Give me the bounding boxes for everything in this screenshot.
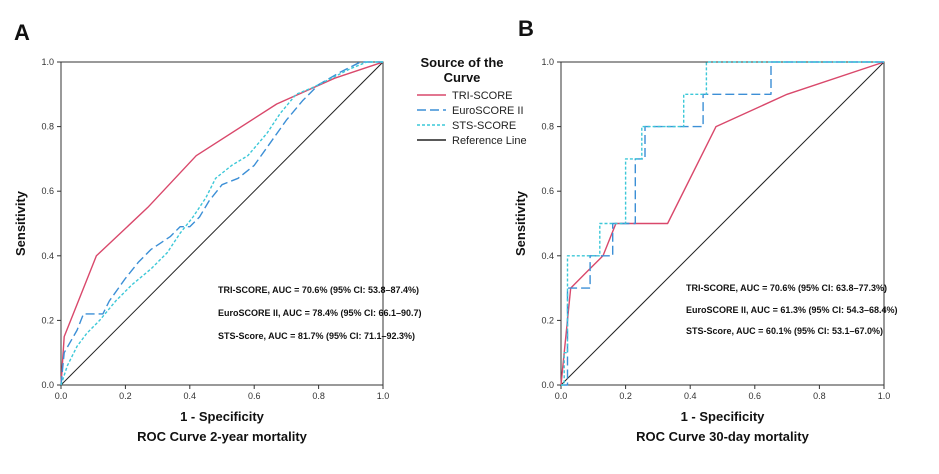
y-tick-label: 0.0: [41, 380, 54, 390]
y-tick-label: 0.0: [541, 380, 554, 390]
series-line-tri-score: [60, 61, 384, 386]
y-tick-label: 0.8: [541, 122, 554, 132]
series-group-b: [560, 61, 885, 386]
legend-items: TRI-SCORE EuroSCORE II STS-SCORE Reference …: [417, 90, 527, 147]
series-line-sts-score: [561, 61, 884, 386]
reference-line-a: [60, 61, 384, 386]
legend-label-sts-score: STS-SCORE: [452, 120, 516, 132]
panel-letter-a: A: [14, 20, 30, 45]
reference-line-b: [560, 61, 885, 386]
auc-annotation-a-sts: STS-Score, AUC = 81.7% (95% CI: 71.1–92.…: [218, 331, 415, 341]
y-axis-title-a: Sensitivity: [13, 190, 28, 256]
y-ticks-a: 0.0 0.2 0.4 0.6 0.8 1.0: [41, 57, 61, 390]
series-line-euroscore-ii: [561, 61, 884, 386]
x-tick-label: 0.8: [312, 391, 325, 401]
chart-title-a: ROC Curve 2-year mortality: [137, 429, 308, 444]
legend-label-euroscore-ii: EuroSCORE II: [452, 105, 524, 117]
x-tick-label: 0.2: [619, 391, 632, 401]
x-tick-label: 0.6: [248, 391, 261, 401]
y-tick-label: 1.0: [541, 57, 554, 67]
x-tick-label: 0.0: [55, 391, 68, 401]
panel-letter-b: B: [518, 16, 534, 41]
x-axis-title-b: 1 - Specificity: [681, 409, 766, 424]
series-group-a: [60, 61, 384, 386]
x-tick-label: 0.2: [119, 391, 132, 401]
chart-panel-a: 0.0 0.2 0.4 0.6 0.8 1.0 0.0 0.2 0.4 0.6 0.8 1.0 Se…: [13, 57, 422, 444]
y-tick-label: 0.2: [41, 315, 54, 325]
x-axis-title-a: 1 - Specificity: [180, 409, 265, 424]
legend: Source of the Curve TRI-SCORE EuroSCORE I…: [417, 55, 527, 147]
x-tick-label: 1.0: [377, 391, 390, 401]
auc-annotation-b-tri: TRI-SCORE, AUC = 70.6% (95% CI: 63.8–77.…: [686, 283, 887, 293]
y-tick-label: 0.6: [41, 186, 54, 196]
y-tick-label: 0.4: [541, 251, 554, 261]
x-ticks-a: 0.0 0.2 0.4 0.6 0.8 1.0: [55, 385, 390, 401]
y-ticks-b: 0.0 0.2 0.4 0.6 0.8 1.0: [541, 57, 561, 390]
y-tick-label: 1.0: [41, 57, 54, 67]
x-tick-label: 0.0: [555, 391, 568, 401]
y-axis-title-b: Sensitivity: [513, 190, 528, 256]
series-line-sts-score: [60, 61, 383, 386]
x-tick-label: 0.8: [813, 391, 826, 401]
plot-frame-a: [60, 61, 384, 386]
legend-title-line2: Curve: [444, 70, 481, 85]
auc-annotation-b-euro: EuroSCORE II, AUC = 61.3% (95% CI: 54.3–…: [686, 305, 898, 315]
legend-title-line1: Source of the: [420, 55, 503, 70]
plot-frame-b: [560, 61, 885, 386]
auc-annotation-a-tri: TRI-SCORE, AUC = 70.6% (95% CI: 53.8–87.…: [218, 285, 419, 295]
y-tick-label: 0.8: [41, 122, 54, 132]
chart-panel-b: 0.0 0.2 0.4 0.6 0.8 1.0 0.0 0.2 0.4 0.6 0.8 1.0 Se…: [513, 57, 898, 444]
x-tick-label: 0.4: [684, 391, 697, 401]
x-ticks-b: 0.0 0.2 0.4 0.6 0.8 1.0: [555, 385, 891, 401]
series-line-euroscore-ii: [60, 61, 383, 386]
x-tick-label: 0.4: [184, 391, 197, 401]
auc-annotation-b-sts: STS-Score, AUC = 60.1% (95% CI: 53.1–67.…: [686, 326, 883, 336]
legend-label-tri-score: TRI-SCORE: [452, 90, 513, 102]
legend-label-reference-line: Reference Line: [452, 135, 527, 147]
y-tick-label: 0.6: [541, 186, 554, 196]
x-tick-label: 1.0: [878, 391, 891, 401]
auc-annotation-a-euro: EuroSCORE II, AUC = 78.4% (95% CI: 66.1–…: [218, 308, 422, 318]
x-tick-label: 0.6: [749, 391, 762, 401]
y-tick-label: 0.2: [541, 315, 554, 325]
chart-title-b: ROC Curve 30-day mortality: [636, 429, 809, 444]
y-tick-label: 0.4: [41, 251, 54, 261]
